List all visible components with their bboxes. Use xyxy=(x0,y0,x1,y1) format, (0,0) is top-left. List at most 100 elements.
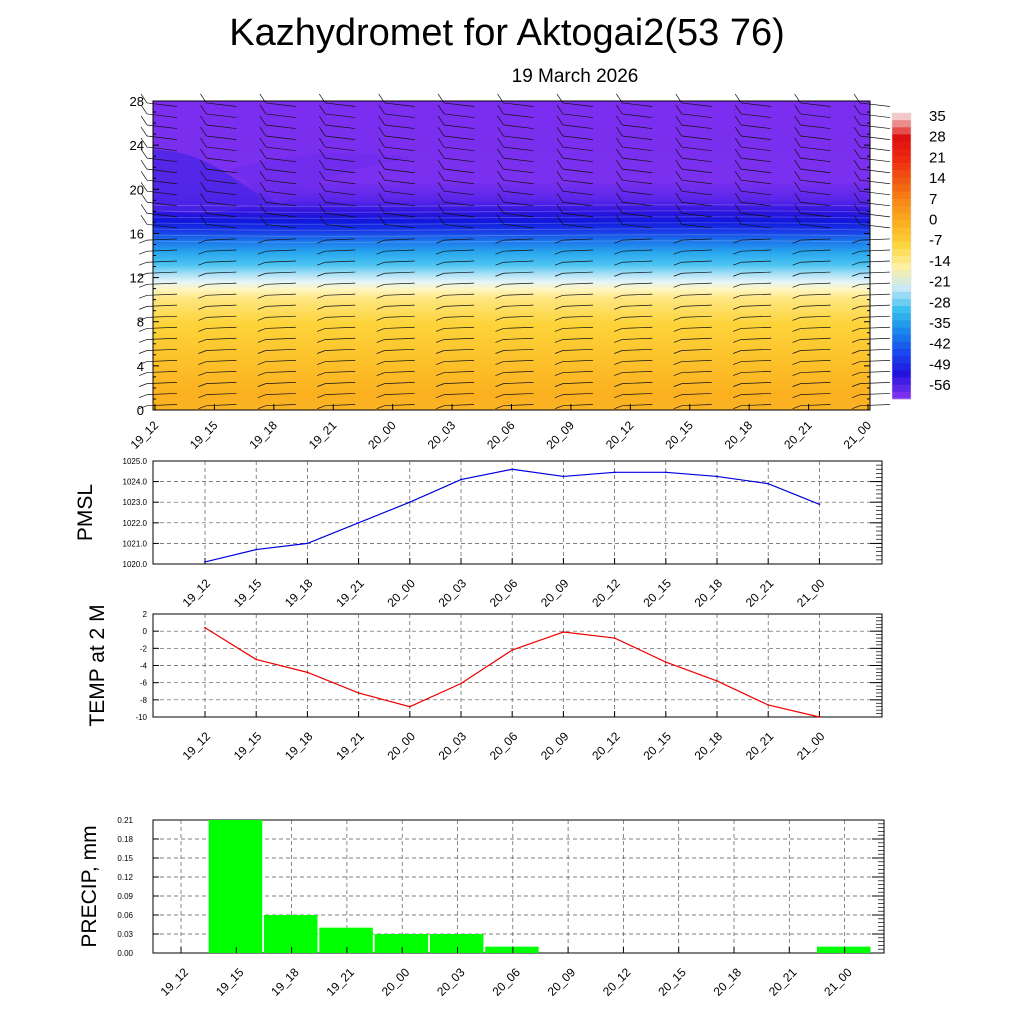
wind-barb-feather xyxy=(733,350,742,354)
wind-barb xyxy=(384,124,415,129)
wind-barb-feather xyxy=(317,339,326,343)
wind-barb-feather xyxy=(259,104,267,115)
wind-barb xyxy=(503,282,534,285)
wind-barb xyxy=(444,404,475,407)
wind-barb-feather xyxy=(378,126,385,137)
wind-barb xyxy=(325,271,356,274)
wind-barb-feather xyxy=(851,372,861,376)
wind-barb-feather xyxy=(198,350,207,354)
wind-barb xyxy=(206,146,237,152)
wind-barb xyxy=(859,102,891,107)
wind-barb xyxy=(741,157,772,163)
y-tick-label: 0.00 xyxy=(117,949,133,958)
precip-bar xyxy=(485,946,539,953)
x-tick-label: 19_15 xyxy=(231,729,265,763)
wind-barb xyxy=(622,404,653,407)
colorbar-label: -21 xyxy=(929,274,951,291)
wind-barb xyxy=(384,135,415,140)
wind-barb-feather xyxy=(317,328,326,332)
wind-barb xyxy=(265,348,296,351)
wind-barb-feather xyxy=(200,182,207,192)
wind-barb-feather xyxy=(614,261,623,266)
wind-barb-feather xyxy=(673,250,682,255)
wind-barb xyxy=(741,168,772,174)
wind-barb xyxy=(444,190,475,196)
colorbar-segment xyxy=(892,170,911,178)
wind-barb xyxy=(503,404,534,407)
wind-barb xyxy=(503,157,534,163)
x-tick-label: 20_21 xyxy=(743,729,777,763)
wind-barb xyxy=(384,371,415,373)
wind-barb-feather xyxy=(853,170,861,181)
wind-barb-feather xyxy=(138,361,148,365)
wind-barb xyxy=(206,201,237,207)
wind-barb xyxy=(681,404,712,407)
wind-barb xyxy=(562,223,593,229)
wind-barb xyxy=(444,135,475,140)
x-tick-label: 20_18 xyxy=(722,418,756,452)
wind-barb-feather xyxy=(554,372,564,376)
wind-barb xyxy=(741,304,772,307)
wind-barb-feather xyxy=(198,306,207,310)
wind-barb-feather xyxy=(733,339,742,343)
colorbar-label: 14 xyxy=(929,170,946,187)
wind-barb xyxy=(325,102,356,107)
wind-barb-feather xyxy=(554,350,564,354)
wind-barb-feather xyxy=(733,328,742,332)
wind-barb xyxy=(562,371,593,373)
wind-barb xyxy=(800,212,831,218)
colorbar-segment xyxy=(892,155,911,164)
colorbar-segment xyxy=(892,320,911,328)
wind-barb xyxy=(741,201,772,207)
wind-barb xyxy=(325,359,356,362)
wind-barb xyxy=(265,238,296,241)
wind-barb-feather xyxy=(259,182,267,192)
wind-barb xyxy=(384,146,415,152)
y-tick-label: 4 xyxy=(137,359,144,374)
wind-barb xyxy=(681,238,712,241)
x-tick-label: 20_18 xyxy=(711,965,745,999)
wind-barb-feather xyxy=(554,328,564,332)
wind-barb-feather xyxy=(495,272,504,277)
wind-barb-feather xyxy=(497,137,504,148)
wind-barb-feather xyxy=(794,170,801,181)
wind-barb xyxy=(384,102,415,107)
wind-barb xyxy=(146,271,178,274)
y-tick-label: 16 xyxy=(130,226,144,241)
wind-barb xyxy=(741,260,772,263)
x-tick-label: 20_09 xyxy=(545,965,579,999)
wind-barb-feather xyxy=(257,405,266,410)
wind-barb xyxy=(859,146,891,152)
wind-barb-feather xyxy=(495,283,504,288)
wind-barb xyxy=(562,238,593,241)
x-tick-label: 20_21 xyxy=(743,576,777,610)
wind-barb xyxy=(265,271,296,274)
wind-barb-feather xyxy=(853,115,861,126)
wind-barb-feather xyxy=(673,328,682,332)
wind-barb xyxy=(206,304,237,307)
x-tick-label: 20_21 xyxy=(766,965,800,999)
wind-barb-feather xyxy=(853,182,861,192)
wind-barb xyxy=(503,249,534,252)
wind-barb xyxy=(384,238,415,241)
y-tick-label: 1020.0 xyxy=(123,560,148,569)
wind-barb-feather xyxy=(556,182,564,192)
wind-barb xyxy=(146,146,178,152)
wind-barb xyxy=(384,201,415,207)
x-tick-label: 20_06 xyxy=(489,965,523,999)
y-tick-label: 0.15 xyxy=(117,854,133,863)
wind-barb xyxy=(206,315,237,318)
wind-barb xyxy=(325,337,356,340)
wind-barb-feather xyxy=(851,272,861,277)
wind-barb-feather xyxy=(675,193,683,203)
wind-barb xyxy=(622,190,653,196)
colorbar-segment xyxy=(892,134,911,142)
x-tick-label: 19_21 xyxy=(333,729,367,763)
wind-barb-feather xyxy=(140,148,148,159)
wind-barb-feather xyxy=(675,104,683,115)
wind-barb xyxy=(562,124,593,129)
wind-barb-feather xyxy=(733,394,742,398)
wind-barb-feather xyxy=(378,215,385,225)
wind-barb-feather xyxy=(200,148,207,159)
precip-frame xyxy=(152,819,885,954)
